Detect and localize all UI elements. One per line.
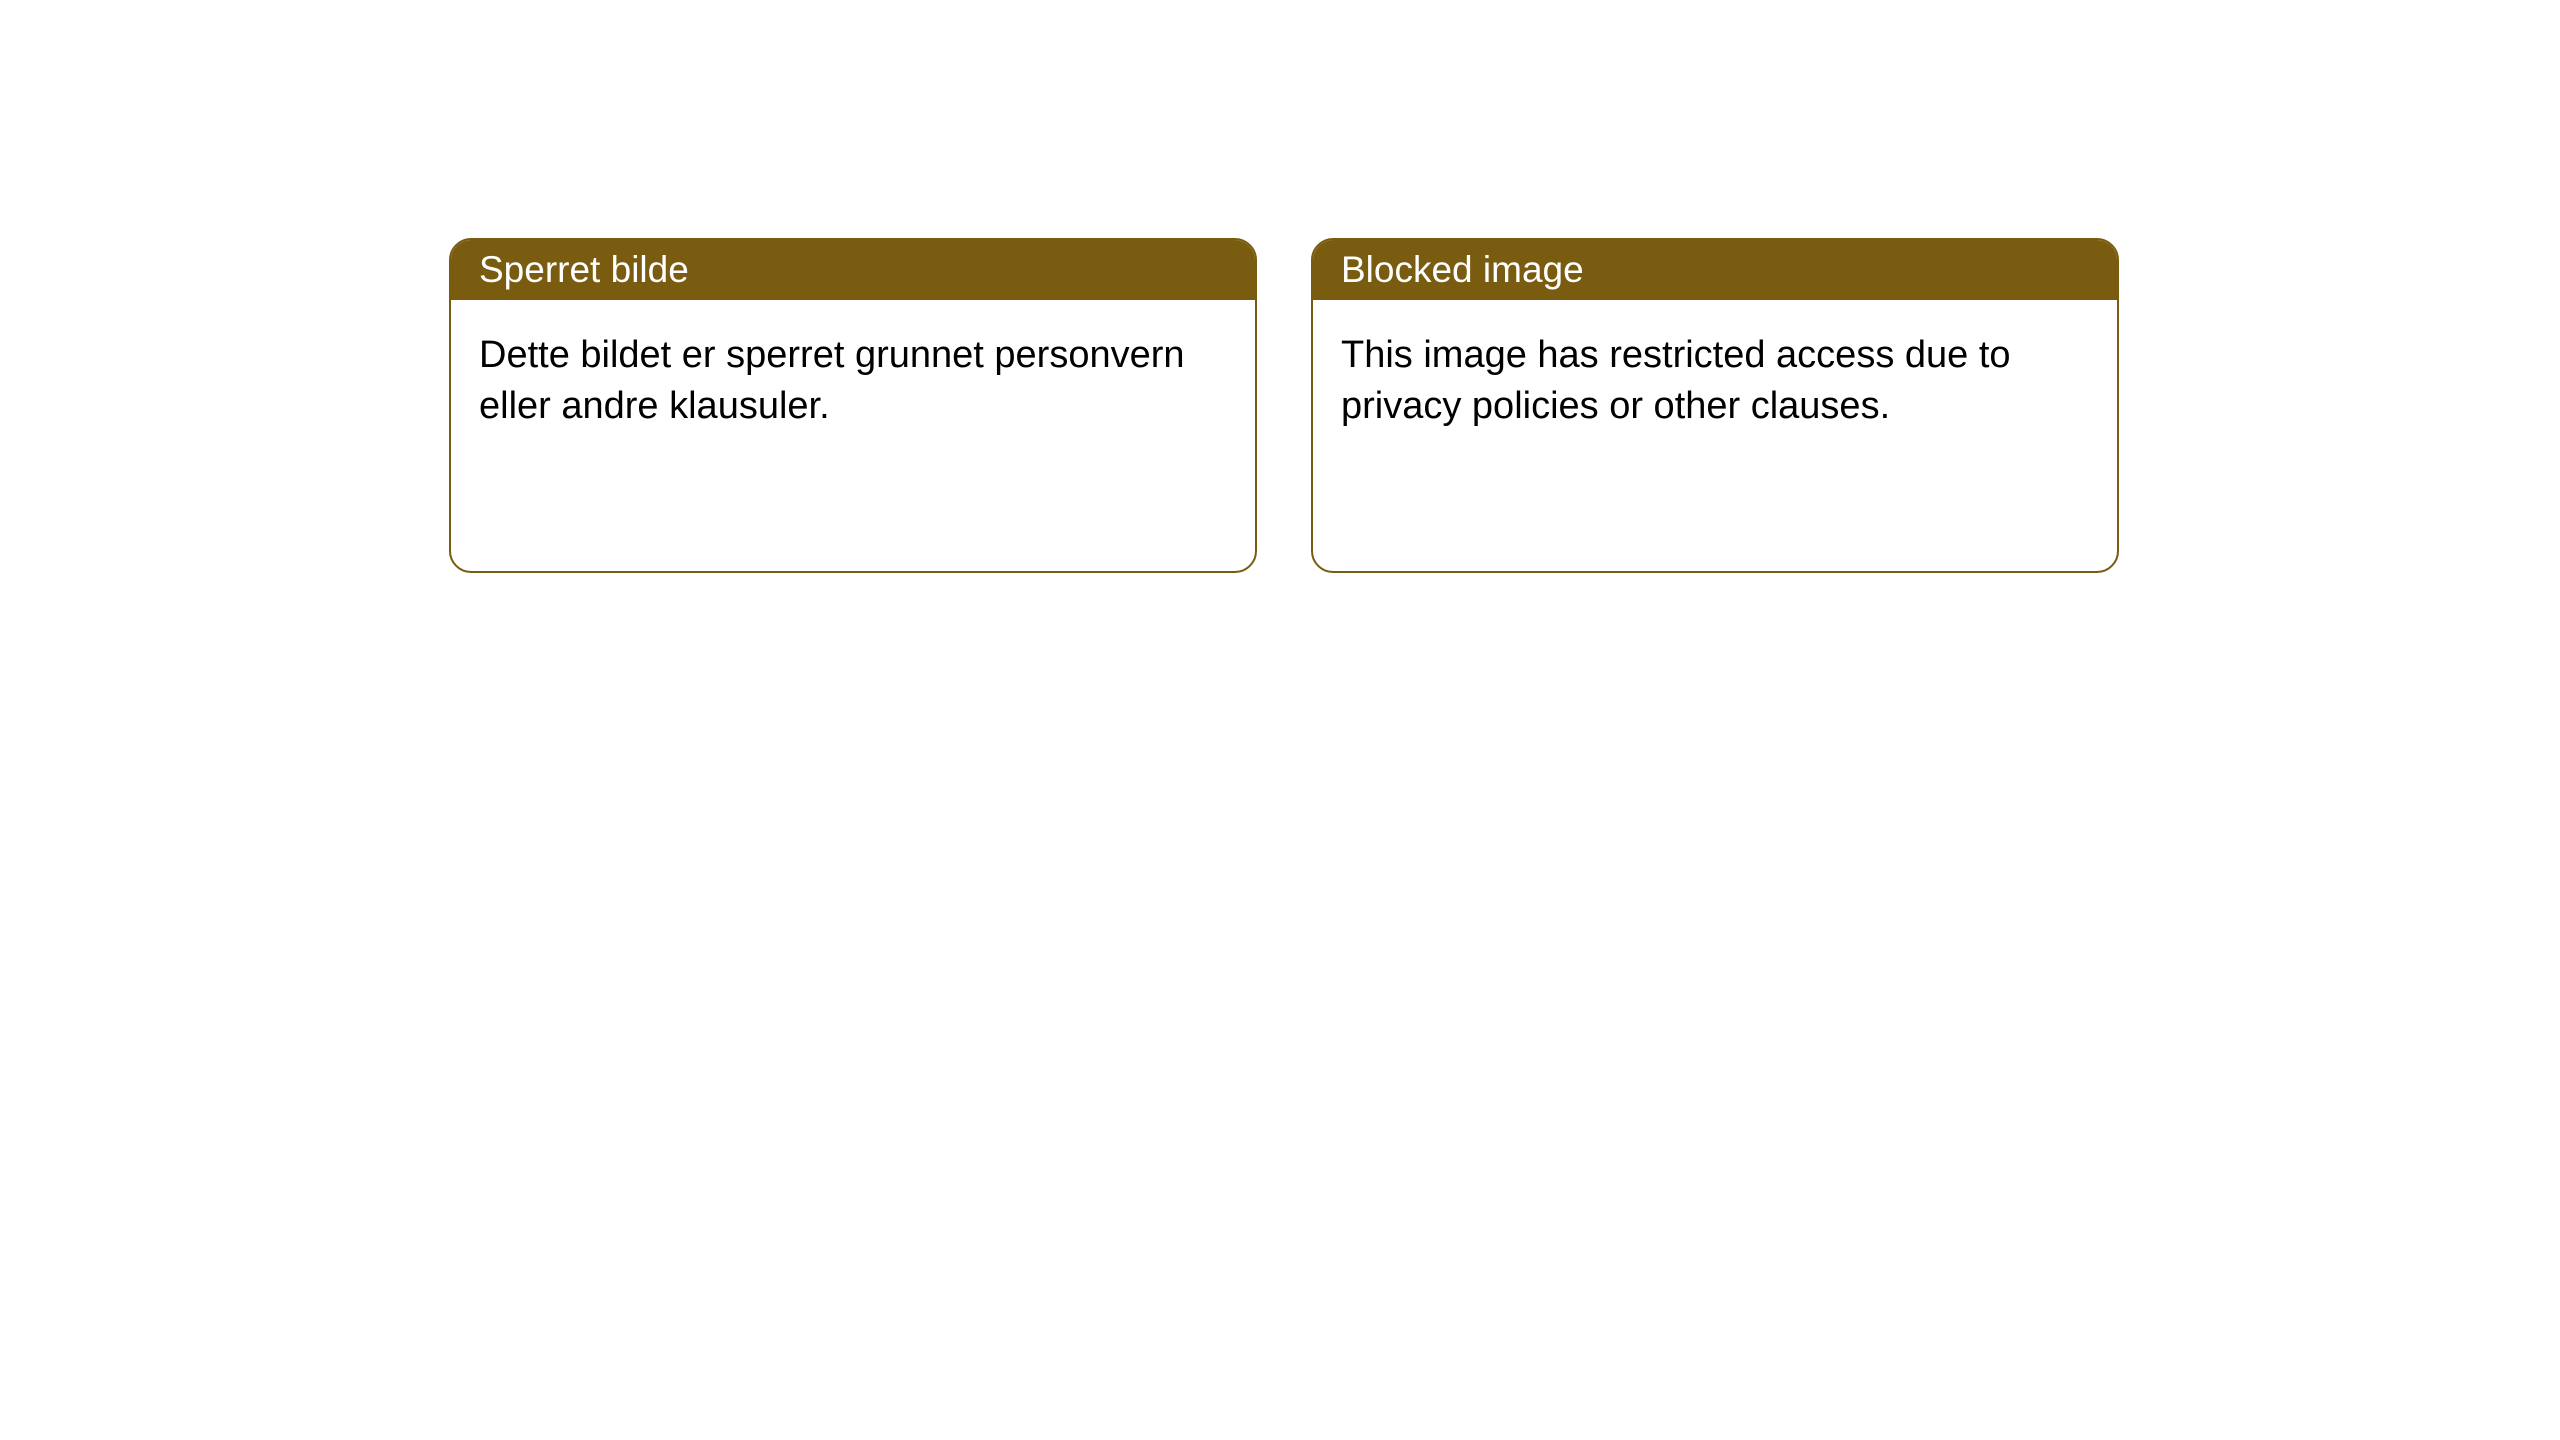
notice-header-english: Blocked image	[1313, 240, 2117, 300]
notice-body-norwegian: Dette bildet er sperret grunnet personve…	[451, 300, 1255, 463]
notice-card-english: Blocked image This image has restricted …	[1311, 238, 2119, 573]
notice-container: Sperret bilde Dette bildet er sperret gr…	[0, 0, 2560, 573]
notice-header-norwegian: Sperret bilde	[451, 240, 1255, 300]
notice-body-english: This image has restricted access due to …	[1313, 300, 2117, 463]
notice-card-norwegian: Sperret bilde Dette bildet er sperret gr…	[449, 238, 1257, 573]
